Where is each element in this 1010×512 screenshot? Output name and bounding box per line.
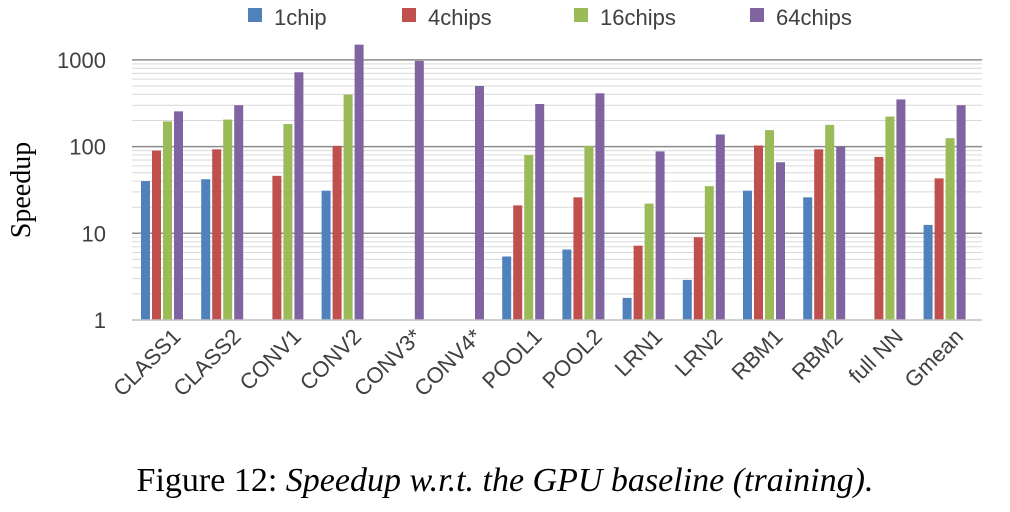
bar-1chip-RBM2 bbox=[803, 197, 813, 320]
bar-4chips-POOL1 bbox=[513, 205, 523, 320]
chart-svg: 1101001000SpeedupCLASS1CLASS2CONV1CONV2C… bbox=[6, 5, 982, 402]
legend-swatch bbox=[574, 8, 588, 22]
legend: 1chip 4chips 16chips 64chips bbox=[248, 5, 852, 30]
bar-16chips-CLASS1 bbox=[163, 121, 172, 320]
x-tick-label: CLASS2 bbox=[168, 324, 245, 401]
y-tick-label: 10 bbox=[82, 221, 106, 246]
bar-4chips-CONV1 bbox=[272, 175, 282, 320]
bar-1chip-LRN1 bbox=[622, 297, 632, 320]
x-tick-label: POOL2 bbox=[537, 324, 607, 394]
x-tick-label: CONV4* bbox=[409, 324, 487, 402]
bar-4chips-CONV2 bbox=[332, 145, 342, 320]
x-tick-label: CONV1 bbox=[235, 324, 306, 395]
bar-16chips-full NN bbox=[885, 116, 895, 320]
bar-64chips-CONV3* bbox=[414, 60, 424, 320]
x-tick-label: RBM1 bbox=[727, 324, 788, 385]
bar-1chip-CONV2 bbox=[321, 190, 331, 320]
bar-64chips-RBM2 bbox=[836, 146, 846, 320]
figure-caption: Figure 12: Speedup w.r.t. the GPU baseli… bbox=[0, 462, 1010, 500]
gridlines bbox=[132, 59, 982, 295]
bar-4chips-CLASS1 bbox=[152, 150, 161, 320]
x-tick-label: LRN1 bbox=[610, 324, 667, 381]
bar-64chips-Gmean bbox=[956, 105, 966, 321]
legend-label: 1chip bbox=[274, 5, 327, 30]
bar-16chips-RBM2 bbox=[825, 124, 835, 321]
bar-1chip-POOL2 bbox=[562, 249, 572, 320]
legend-swatch bbox=[750, 8, 764, 22]
bar-64chips-CLASS2 bbox=[234, 105, 244, 321]
caption-description: Speedup w.r.t. the GPU baseline (trainin… bbox=[285, 462, 874, 499]
y-tick-label: 100 bbox=[69, 135, 106, 160]
x-tick-label: POOL1 bbox=[477, 324, 547, 394]
bar-4chips-RBM2 bbox=[814, 149, 824, 320]
y-tick-label: 1 bbox=[94, 308, 106, 333]
legend-item-16chips: 16chips bbox=[574, 5, 676, 30]
legend-swatch bbox=[402, 8, 416, 22]
bar-64chips-RBM1 bbox=[776, 162, 785, 320]
bar-4chips-full NN bbox=[874, 156, 884, 320]
bar-1chip-CLASS1 bbox=[141, 181, 150, 320]
bar-1chip-CLASS2 bbox=[201, 179, 211, 320]
bar-64chips-CLASS1 bbox=[174, 111, 183, 320]
bar-4chips-LRN2 bbox=[693, 237, 703, 320]
bar-16chips-CLASS2 bbox=[223, 119, 233, 320]
x-tick-label: Gmean bbox=[899, 324, 968, 393]
bar-16chips-Gmean bbox=[945, 138, 955, 320]
y-tick-label: 1000 bbox=[57, 48, 106, 73]
bar-16chips-LRN2 bbox=[704, 186, 714, 320]
bar-16chips-POOL1 bbox=[524, 155, 534, 320]
bar-4chips-CLASS2 bbox=[212, 149, 222, 320]
caption-figure-label: Figure 12: bbox=[136, 462, 278, 499]
bar-64chips-CONV4* bbox=[475, 85, 484, 320]
bar-64chips-POOL2 bbox=[595, 93, 605, 320]
bar-64chips-CONV1 bbox=[294, 72, 304, 320]
bar-16chips-LRN1 bbox=[644, 203, 654, 320]
bar-64chips-CONV2 bbox=[354, 44, 364, 321]
y-axis-title: Speedup bbox=[6, 142, 37, 238]
bar-16chips-CONV2 bbox=[343, 94, 353, 320]
bar-64chips-POOL1 bbox=[535, 103, 545, 321]
x-tick-label: full NN bbox=[844, 324, 908, 388]
bar-16chips-RBM1 bbox=[765, 130, 774, 320]
bar-4chips-POOL2 bbox=[573, 197, 583, 320]
bar-4chips-LRN1 bbox=[633, 245, 643, 320]
x-tick-label: LRN2 bbox=[670, 324, 727, 381]
legend-label: 16chips bbox=[600, 5, 676, 30]
bar-1chip-Gmean bbox=[923, 224, 933, 320]
bar-64chips-LRN1 bbox=[655, 151, 665, 320]
legend-item-4chips: 4chips bbox=[402, 5, 492, 30]
bar-1chip-LRN2 bbox=[682, 279, 692, 320]
bar-64chips-LRN2 bbox=[715, 134, 725, 320]
legend-swatch bbox=[248, 8, 262, 22]
bar-4chips-RBM1 bbox=[754, 145, 763, 320]
bar-1chip-RBM1 bbox=[743, 190, 752, 320]
legend-item-64chips: 64chips bbox=[750, 5, 852, 30]
bar-64chips-full NN bbox=[896, 99, 906, 321]
bars bbox=[141, 44, 966, 321]
bar-1chip-POOL1 bbox=[502, 256, 512, 320]
bar-4chips-Gmean bbox=[934, 178, 944, 320]
legend-label: 4chips bbox=[428, 5, 492, 30]
bar-16chips-POOL2 bbox=[584, 145, 594, 320]
legend-label: 64chips bbox=[776, 5, 852, 30]
bar-16chips-CONV1 bbox=[283, 124, 293, 320]
legend-item-1chip: 1chip bbox=[248, 5, 327, 30]
x-tick-label: RBM2 bbox=[787, 324, 848, 385]
